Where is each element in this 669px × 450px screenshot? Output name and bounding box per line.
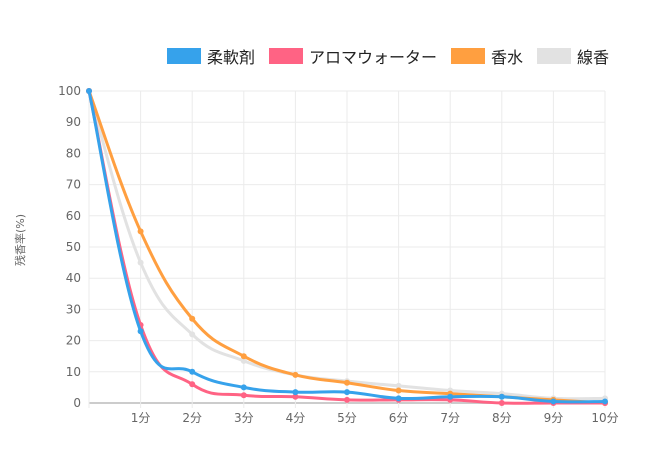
data-point: [240, 357, 247, 364]
legend-item[interactable]: 柔軟剤: [166, 44, 255, 68]
legend-label: 線香: [576, 48, 609, 67]
data-point: [86, 88, 92, 94]
y-tick-label: 80: [66, 146, 81, 160]
x-tick-label: 7分: [440, 411, 460, 425]
data-point: [240, 392, 247, 399]
data-point: [240, 353, 247, 360]
x-tick-label: 6分: [389, 411, 409, 425]
data-point: [395, 387, 402, 394]
data-point: [498, 393, 505, 400]
legend-swatch: [268, 48, 303, 64]
data-point: [292, 393, 299, 400]
legend-swatch: [450, 48, 485, 64]
data-point: [137, 328, 144, 335]
data-point: [344, 396, 350, 403]
data-point: [189, 315, 196, 322]
data-point: [137, 228, 144, 235]
x-tick-label: 4分: [286, 411, 306, 425]
data-point: [292, 389, 299, 396]
y-tick-label: 100: [58, 84, 81, 98]
y-tick-label: 30: [66, 302, 81, 316]
data-point: [344, 379, 350, 386]
legend-swatch: [536, 48, 571, 64]
x-tick-label: 5分: [337, 411, 357, 425]
data-point: [447, 393, 454, 400]
data-point: [240, 384, 247, 391]
x-tick-label: 2分: [182, 411, 202, 425]
legend-label: 柔軟剤: [206, 48, 255, 67]
y-tick-label: 70: [66, 178, 81, 192]
x-tick-label: 3分: [234, 411, 254, 425]
legend-label: 香水: [490, 48, 523, 67]
x-tick-label: 9分: [544, 411, 564, 425]
legend-item[interactable]: アロマウォーター: [268, 44, 437, 68]
x-tick-label: 10分: [591, 411, 618, 425]
data-point: [550, 398, 557, 405]
y-tick-label: 10: [66, 365, 81, 379]
data-point: [189, 331, 196, 338]
data-point: [189, 381, 196, 388]
chart-legend: 柔軟剤 アロマウォーター 香水 線香: [0, 44, 669, 68]
y-tick-label: 90: [66, 115, 81, 129]
data-point: [344, 389, 350, 396]
data-point: [189, 368, 196, 375]
legend-swatch: [166, 48, 201, 64]
data-point: [602, 398, 608, 405]
data-point: [498, 400, 505, 406]
x-tick-label: 1分: [131, 411, 151, 425]
legend-item[interactable]: 線香: [536, 44, 609, 68]
y-tick-label: 20: [66, 334, 81, 348]
x-tick-label: 8分: [492, 411, 512, 425]
y-tick-label: 50: [66, 240, 81, 254]
data-point: [292, 371, 299, 378]
legend-item[interactable]: 香水: [450, 44, 523, 68]
data-point: [395, 382, 402, 389]
data-point: [395, 395, 402, 402]
legend-label: アロマウォーター: [308, 48, 437, 67]
y-tick-label: 40: [66, 271, 81, 285]
y-tick-label: 0: [73, 396, 81, 410]
y-tick-label: 60: [66, 209, 81, 223]
data-point: [137, 259, 144, 266]
